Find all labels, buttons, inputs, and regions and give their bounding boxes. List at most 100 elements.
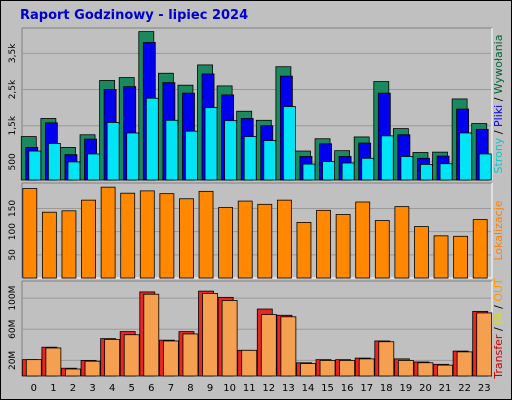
bar-transfer-out-6 xyxy=(143,293,160,377)
bar-hits-strony-14 xyxy=(302,163,316,181)
bar-hits-strony-12 xyxy=(263,140,277,181)
legend-part-0: Transfer xyxy=(492,334,505,380)
x-tick-label-3: 3 xyxy=(89,383,95,394)
bar-visits-lokalizacje-2 xyxy=(61,210,77,279)
x-tick-label-2: 2 xyxy=(70,383,76,394)
bar-transfer-out-17 xyxy=(358,358,375,377)
bar-visits-lokalizacje-21 xyxy=(433,235,449,279)
panel-transfer-ytick-label: 60M xyxy=(8,320,18,339)
bar-visits-lokalizacje-10 xyxy=(218,207,234,279)
bar-hits-strony-22 xyxy=(459,132,473,181)
bar-transfer-out-22 xyxy=(456,351,473,377)
bar-transfer-out-23 xyxy=(476,312,493,377)
bar-hits-strony-5 xyxy=(126,132,140,181)
bar-hits-strony-13 xyxy=(282,106,296,181)
legend-part-2: IN xyxy=(492,312,505,323)
bar-transfer-out-9 xyxy=(202,293,218,377)
bar-transfer-out-1 xyxy=(45,347,62,377)
bar-transfer-out-2 xyxy=(65,368,81,377)
bar-hits-strony-16 xyxy=(341,162,355,181)
panel-hits-ytick-label: 1,5k xyxy=(8,115,18,135)
bar-transfer-out-3 xyxy=(84,360,101,377)
bar-hits-strony-15 xyxy=(322,161,335,181)
bar-hits-strony-17 xyxy=(361,157,375,181)
x-tick-label-22: 22 xyxy=(458,383,471,394)
legend-part-2: Pliki xyxy=(492,105,505,127)
bar-visits-lokalizacje-1 xyxy=(41,211,57,279)
x-tick-label-10: 10 xyxy=(223,383,236,394)
x-tick-label-9: 9 xyxy=(207,383,213,394)
bar-transfer-out-14 xyxy=(300,363,316,377)
x-tick-label-4: 4 xyxy=(109,383,115,394)
bar-transfer-out-16 xyxy=(339,360,356,377)
bar-hits-strony-0 xyxy=(28,150,42,181)
bar-visits-lokalizacje-15 xyxy=(316,209,331,279)
x-tick-label-6: 6 xyxy=(148,383,154,394)
bar-transfer-out-10 xyxy=(221,300,238,377)
panel-hits-ytick-label: 500 xyxy=(8,153,18,170)
bar-hits-strony-8 xyxy=(185,130,198,181)
panel-hits-legend: Strony / Pliki / Wywołania xyxy=(492,35,505,174)
x-tick-label-17: 17 xyxy=(360,383,373,394)
bar-visits-lokalizacje-17 xyxy=(355,201,371,279)
bar-visits-lokalizacje-6 xyxy=(139,190,155,279)
bar-visits-lokalizacje-5 xyxy=(120,192,136,279)
bar-visits-lokalizacje-22 xyxy=(453,235,469,279)
chart-title: Raport Godzinowy - lipiec 2024 xyxy=(20,8,248,23)
bar-transfer-out-18 xyxy=(378,341,395,377)
bar-hits-strony-3 xyxy=(87,153,100,181)
bar-hits-strony-11 xyxy=(243,136,257,181)
x-tick-label-11: 11 xyxy=(243,383,256,394)
x-tick-label-5: 5 xyxy=(129,383,135,394)
bar-visits-lokalizacje-8 xyxy=(179,198,194,279)
bar-transfer-out-4 xyxy=(104,339,121,377)
bar-visits-lokalizacje-11 xyxy=(237,200,253,279)
bar-hits-strony-6 xyxy=(145,97,159,181)
x-tick-label-19: 19 xyxy=(400,383,413,394)
bar-hits-strony-20 xyxy=(420,164,433,181)
x-tick-label-21: 21 xyxy=(439,383,452,394)
bar-visits-lokalizacje-7 xyxy=(159,193,175,279)
legend-part-0: Strony xyxy=(492,137,505,173)
bar-visits-lokalizacje-13 xyxy=(276,199,292,279)
bar-transfer-out-15 xyxy=(319,360,336,377)
bar-visits-lokalizacje-12 xyxy=(257,203,273,279)
bar-visits-lokalizacje-23 xyxy=(472,219,488,279)
bar-visits-lokalizacje-16 xyxy=(335,214,351,279)
panel-hits-ytick-label: 3,5k xyxy=(8,43,18,63)
panel-transfer-ytick-label: 20M xyxy=(8,351,18,370)
legend-part-4: Wywołania xyxy=(492,35,505,95)
bar-transfer-out-12 xyxy=(260,314,277,377)
bar-visits-lokalizacje-0 xyxy=(22,188,38,279)
bar-visits-lokalizacje-4 xyxy=(100,186,116,279)
bar-transfer-out-20 xyxy=(417,362,434,377)
bar-transfer-out-11 xyxy=(241,349,258,377)
panel-transfer-ytick-label: 100M xyxy=(8,286,18,311)
bar-hits-strony-21 xyxy=(439,163,453,181)
x-tick-label-16: 16 xyxy=(341,383,354,394)
bar-hits-strony-1 xyxy=(47,143,61,181)
bar-hits-strony-10 xyxy=(224,120,238,181)
x-tick-label-18: 18 xyxy=(380,383,393,394)
legend-part-1: / xyxy=(492,324,505,335)
x-tick-label-1: 1 xyxy=(50,383,56,394)
legend-part-3: / xyxy=(492,94,505,105)
bar-transfer-out-5 xyxy=(123,334,140,377)
bar-hits-strony-2 xyxy=(67,161,81,181)
bar-visits-lokalizacje-20 xyxy=(414,226,429,279)
bar-transfer-out-21 xyxy=(437,364,453,377)
bar-transfer-out-0 xyxy=(25,359,42,377)
x-tick-label-15: 15 xyxy=(321,383,334,394)
legend-part-0: Lokalizacje xyxy=(492,200,505,260)
panel-visits-ytick-label: 150 xyxy=(8,200,18,217)
panel-transfer-legend: Transfer / IN / OUT xyxy=(492,278,505,380)
x-tick-label-0: 0 xyxy=(31,383,37,394)
bar-hits-strony-23 xyxy=(478,153,492,181)
bar-hits-strony-18 xyxy=(380,135,394,181)
x-tick-label-7: 7 xyxy=(168,383,174,394)
bar-visits-lokalizacje-3 xyxy=(81,199,96,279)
x-tick-label-20: 20 xyxy=(419,383,432,394)
bar-transfer-out-19 xyxy=(397,360,414,377)
bar-hits-strony-4 xyxy=(106,122,120,181)
